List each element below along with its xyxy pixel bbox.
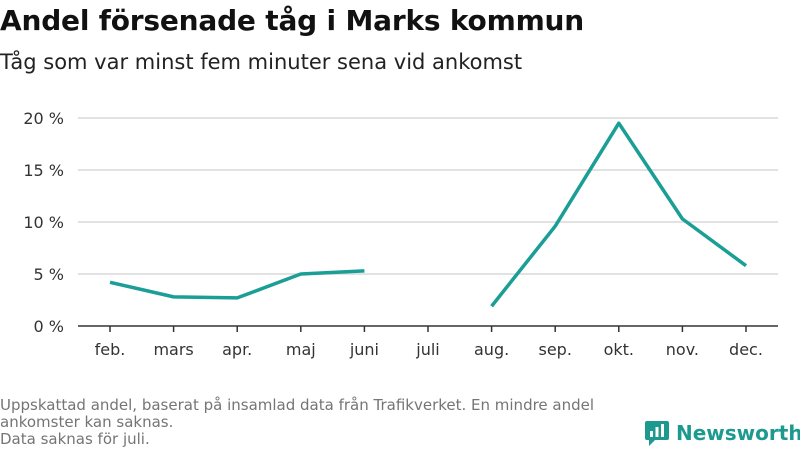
x-tick-label: juli <box>415 340 439 359</box>
line-chart: 0 % 5 % 10 % 15 % 20 % feb. mars apr. maj juni jul… <box>23 109 778 359</box>
y-tick-label: 10 % <box>23 213 64 232</box>
x-tick-label: aug. <box>474 340 509 359</box>
y-tick-label: 15 % <box>23 161 64 180</box>
footnote-line-3: Data saknas för juli. <box>0 430 150 448</box>
x-tick-label: dec. <box>729 340 763 359</box>
footnote-line-2: ankomster kan saknas. <box>0 413 174 431</box>
x-tick-label: maj <box>286 340 316 359</box>
x-tick-label: sep. <box>538 340 571 359</box>
brand-logo: Newsworthy <box>644 418 800 448</box>
y-tick-label: 5 % <box>34 265 64 284</box>
chart-title: Andel försenade tåg i Marks kommun <box>0 4 585 37</box>
y-tick-label: 0 % <box>34 317 64 336</box>
x-tick-label: mars <box>153 340 193 359</box>
x-tick-label: juni <box>349 340 379 359</box>
x-tick-label: nov. <box>666 340 699 359</box>
x-tick-label: apr. <box>222 340 252 359</box>
x-tick-label: okt. <box>604 340 634 359</box>
y-tick-label: 20 % <box>23 109 64 128</box>
footnote: Uppskattad andel, baserat på insamlad da… <box>0 397 630 448</box>
series-line <box>109 269 365 300</box>
newsworthy-logo-icon <box>645 421 669 446</box>
brand-name: Newsworthy <box>676 421 800 445</box>
footnote-line-1: Uppskattad andel, baserat på insamlad da… <box>0 396 595 414</box>
series-line <box>490 121 748 308</box>
chart-subtitle: Tåg som var minst fem minuter sena vid a… <box>0 50 523 74</box>
x-tick-label: feb. <box>95 340 126 359</box>
